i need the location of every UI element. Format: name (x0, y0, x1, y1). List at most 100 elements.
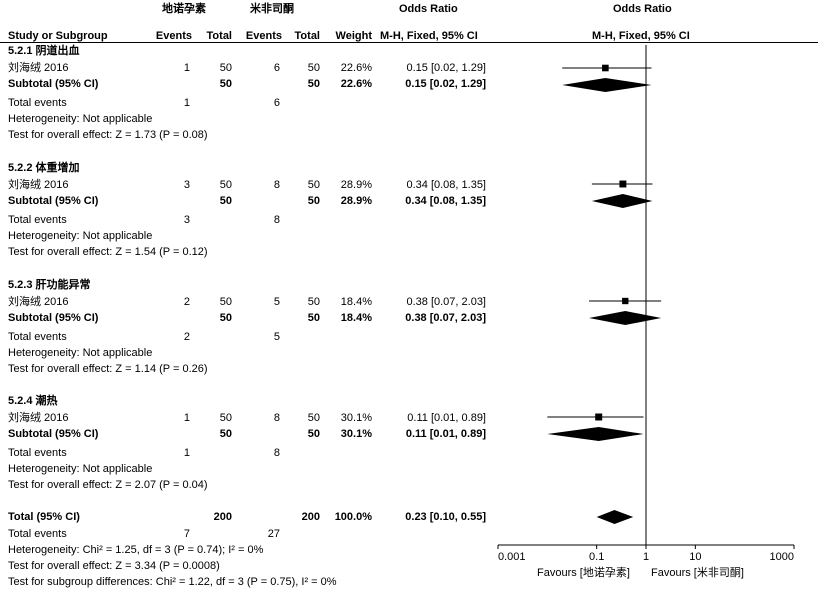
col-events2-header: Events (245, 30, 282, 42)
study-ci: 0.38 [0.07, 2.03] (406, 296, 486, 308)
favours-left-label: Favours [地诺孕素] (537, 567, 630, 579)
study-name: 刘海绒 2016 (8, 412, 69, 424)
total-events-label: Total events (8, 214, 67, 226)
odds-ratio-title-right: Odds Ratio (613, 3, 672, 15)
total-label: Total (95% CI) (8, 511, 80, 523)
subgroup-differences-text: Test for subgroup differences: Chi² = 1.… (8, 576, 337, 588)
study-events1: 2 (183, 296, 190, 308)
subtotal-total1: 50 (219, 78, 232, 90)
header-rule (0, 42, 818, 43)
subtotal-weight: 18.4% (340, 312, 372, 324)
study-weight: 18.4% (340, 296, 372, 308)
total-events1: 2 (183, 331, 190, 343)
study-name: 刘海绒 2016 (8, 296, 69, 308)
overall-effect-text: Test for overall effect: Z = 1.14 (P = 0… (8, 363, 208, 375)
study-point (622, 297, 629, 305)
total-events2: 27 (267, 528, 280, 540)
x-tick-label: 10 (689, 551, 701, 563)
col-method-left-header: M-H, Fixed, 95% CI (380, 30, 478, 42)
total-events-label: Total events (8, 528, 67, 540)
total-events1: 7 (183, 528, 190, 540)
study-total1: 50 (219, 62, 232, 74)
study-point (619, 180, 627, 188)
subtotal-ci: 0.34 [0.08, 1.35] (405, 195, 486, 207)
study-name: 刘海绒 2016 (8, 62, 69, 74)
study-total2: 50 (307, 296, 320, 308)
overall-effect-text: Test for overall effect: Z = 1.73 (P = 0… (8, 129, 208, 141)
subtotal-ci: 0.15 [0.02, 1.29] (405, 78, 486, 90)
total-n2: 200 (301, 511, 320, 523)
total-events2: 6 (273, 97, 280, 109)
col-weight-header: Weight (335, 30, 372, 42)
total-events1: 1 (183, 447, 190, 459)
x-tick-label: 1 (643, 551, 649, 563)
total-events2: 8 (273, 214, 280, 226)
study-ci: 0.11 [0.01, 0.89] (407, 412, 486, 424)
total-weight: 100.0% (334, 511, 372, 523)
col-total1-header: Total (206, 30, 232, 42)
col-total2-header: Total (294, 30, 320, 42)
study-weight: 22.6% (340, 62, 372, 74)
heterogeneity-text: Heterogeneity: Not applicable (8, 113, 153, 125)
col-study-header: Study or Subgroup (8, 30, 108, 42)
subgroup-title: 5.2.4 潮热 (8, 395, 58, 407)
total-events2: 8 (273, 447, 280, 459)
study-total1: 50 (219, 179, 232, 191)
subtotal-label: Subtotal (95% CI) (8, 428, 99, 440)
study-total1: 50 (219, 296, 232, 308)
total-events2: 5 (273, 331, 280, 343)
study-events2: 5 (273, 296, 280, 308)
overall-effect-text: Test for overall effect: Z = 1.54 (P = 0… (8, 246, 208, 258)
subtotal-diamond (547, 427, 644, 441)
x-tick-label: 0.001 (498, 551, 526, 563)
overall-effect-text: Test for overall effect: Z = 2.07 (P = 0… (8, 479, 208, 491)
study-events1: 3 (183, 179, 190, 191)
x-tick-label: 1000 (770, 551, 794, 563)
study-name: 刘海绒 2016 (8, 179, 69, 191)
study-ci: 0.15 [0.02, 1.29] (406, 62, 486, 74)
subtotal-label: Subtotal (95% CI) (8, 78, 99, 90)
subtotal-total1: 50 (219, 312, 232, 324)
subtotal-weight: 22.6% (340, 78, 372, 90)
subtotal-total2: 50 (307, 195, 320, 207)
total-overall-effect-text: Test for overall effect: Z = 3.34 (P = 0… (8, 560, 220, 572)
total-n1: 200 (213, 511, 232, 523)
subtotal-total2: 50 (307, 428, 320, 440)
subtotal-total1: 50 (219, 195, 232, 207)
study-total2: 50 (307, 179, 320, 191)
study-events2: 6 (273, 62, 280, 74)
subgroup-title: 5.2.2 体重增加 (8, 162, 80, 174)
subtotal-weight: 30.1% (340, 428, 372, 440)
total-events-label: Total events (8, 447, 67, 459)
study-events1: 1 (183, 62, 190, 74)
study-weight: 28.9% (340, 179, 372, 191)
subtotal-diamond (591, 194, 653, 208)
subtotal-label: Subtotal (95% CI) (8, 312, 99, 324)
study-events1: 1 (183, 412, 190, 424)
total-diamond (596, 510, 634, 524)
odds-ratio-title-left: Odds Ratio (399, 3, 458, 15)
col-method-right-header: M-H, Fixed, 95% CI (592, 30, 690, 42)
group1-header: 地诺孕素 (162, 3, 206, 15)
heterogeneity-text: Heterogeneity: Not applicable (8, 230, 153, 242)
study-total1: 50 (219, 412, 232, 424)
heterogeneity-text: Heterogeneity: Not applicable (8, 347, 153, 359)
subtotal-total1: 50 (219, 428, 232, 440)
study-point (595, 413, 603, 421)
total-ci: 0.23 [0.10, 0.55] (405, 511, 486, 523)
total-events1: 1 (183, 97, 190, 109)
total-events1: 3 (183, 214, 190, 226)
study-ci: 0.34 [0.08, 1.35] (406, 179, 486, 191)
subgroup-title: 5.2.1 阴道出血 (8, 45, 80, 57)
col-events1-header: Events (155, 30, 192, 42)
study-total2: 50 (307, 412, 320, 424)
x-tick-label: 0.1 (589, 551, 604, 563)
subgroup-title: 5.2.3 肝功能异常 (8, 279, 91, 291)
study-weight: 30.1% (340, 412, 372, 424)
subtotal-weight: 28.9% (340, 195, 372, 207)
subtotal-ci: 0.11 [0.01, 0.89] (405, 428, 486, 440)
subtotal-diamond (589, 311, 662, 325)
heterogeneity-text: Heterogeneity: Not applicable (8, 463, 153, 475)
total-events-label: Total events (8, 331, 67, 343)
